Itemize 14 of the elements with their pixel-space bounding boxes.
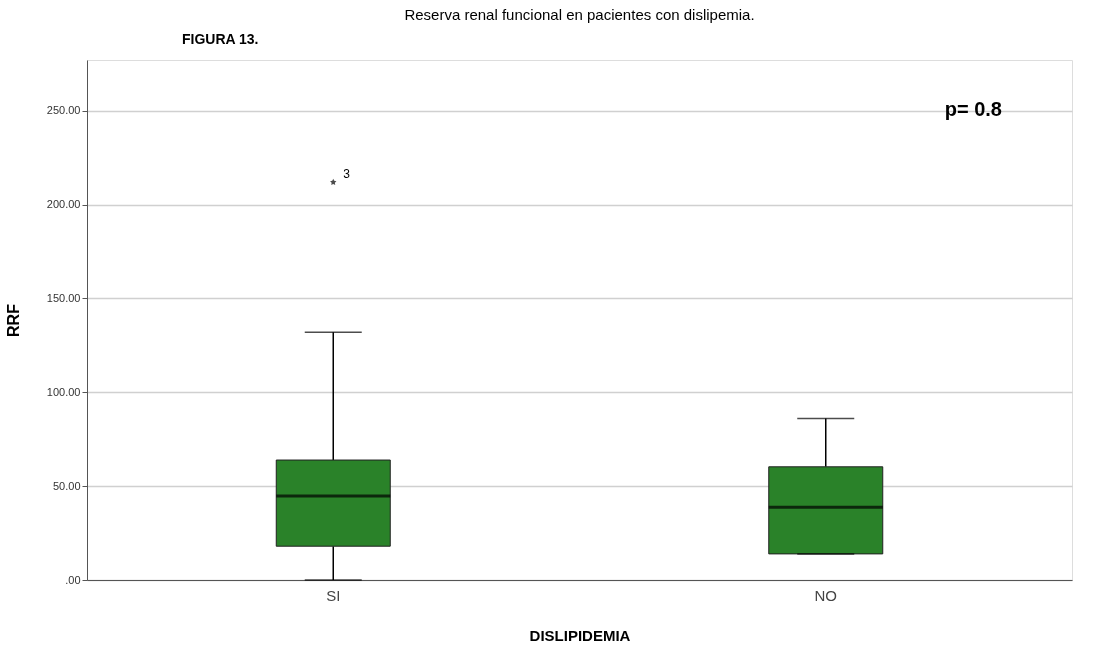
x-tick-label: NO (814, 586, 837, 604)
chart-title: Reserva renal funcional en pacientes con dislipemia. (404, 6, 755, 23)
annotation: p= 0.8 (944, 98, 1002, 120)
y-tick-label: 50.00 (52, 479, 81, 492)
text: FIGURA 13. (182, 31, 259, 47)
y-tick-label: 100.00 (46, 385, 81, 398)
x-tick-label: SI (326, 586, 341, 604)
x-axis-title: DISLIPIDEMIA (529, 626, 631, 644)
y-tick-label: 200.00 (46, 198, 81, 211)
y-axis-title: RRF (4, 303, 22, 337)
annotation: 3 (343, 167, 351, 182)
y-tick-label: 150.00 (46, 291, 81, 304)
y-tick-label: 250.00 (46, 104, 81, 117)
y-tick-label: .00 (65, 573, 81, 586)
